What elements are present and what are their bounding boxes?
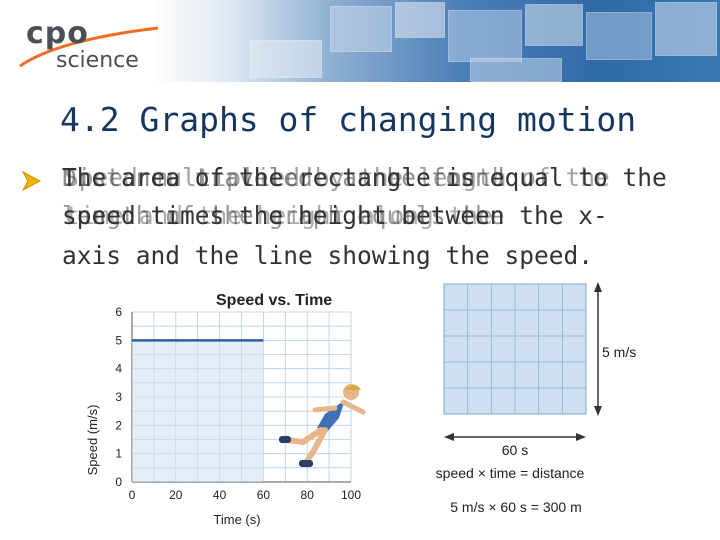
banner-collage-tile — [448, 10, 522, 62]
header-banner: cpo science — [0, 0, 720, 82]
width-arrow-right-icon — [576, 433, 586, 441]
chart-x-tick-label: 80 — [301, 488, 315, 502]
distance-calculation: 5 m/s × 60 s = 300 m — [450, 499, 582, 515]
slide-title: 4.2 Graphs of changing motion — [60, 100, 637, 139]
chart-x-axis-label: Time (s) — [213, 512, 260, 527]
chart-y-tick-label: 3 — [115, 390, 122, 404]
cpo-science-logo[interactable]: cpo science — [18, 10, 168, 73]
chart-y-axis-label: Speed (m/s) — [85, 405, 100, 476]
height-dimension-label: 5 m/s — [602, 344, 636, 360]
chart-area-fill — [132, 340, 264, 482]
arrow-bullet-icon — [21, 170, 42, 192]
banner-collage-tile — [250, 40, 322, 78]
runner-leg-back — [284, 427, 324, 446]
height-arrow-down-icon — [594, 406, 602, 416]
chart-x-tick-label: 40 — [213, 488, 227, 502]
body-text-overlay: Speed multiplied by the length of the — [64, 163, 610, 192]
area-grid — [444, 284, 586, 414]
banner-collage-tile — [586, 12, 652, 60]
body-text-visible: axis and the line showing the speed. — [62, 241, 594, 270]
chart-y-ticks: 0 1 2 3 4 5 6 — [115, 305, 122, 489]
runner-arm-back — [312, 405, 338, 413]
body-text-overlay: length of the graph equals the — [62, 201, 505, 230]
banner-collage-tile — [470, 58, 562, 82]
chart-y-tick-label: 4 — [115, 362, 122, 376]
body-text-visible: speed times the height between the x- — [62, 201, 608, 230]
chart-x-tick-label: 0 — [129, 488, 136, 502]
banner-collage-tile — [395, 2, 445, 38]
chart-x-tick-label: 20 — [169, 488, 183, 502]
speed-time-figure: Speed vs. Time Speed (m/s) Time (s) 0 20 4… — [85, 282, 636, 528]
body-text-visible: The area of the rectangle is equal to th… — [62, 163, 667, 192]
logo-wordmark-top: cpo — [26, 16, 89, 51]
body-text-line-1: The area of the rectangle is equal to th… — [62, 163, 667, 192]
banner-collage-tile — [330, 6, 392, 52]
width-dimension-label: 60 s — [502, 442, 528, 458]
chart-y-tick-label: 5 — [115, 333, 122, 347]
chart-x-tick-label: 60 — [257, 488, 271, 502]
height-arrow-up-icon — [594, 282, 602, 292]
chart-y-tick-label: 1 — [115, 447, 122, 461]
body-text-line-2: speed times the height between the x- le… — [62, 201, 608, 230]
runner-hair — [345, 385, 361, 390]
runner-arm-front — [340, 399, 366, 415]
banner-collage-tile — [655, 2, 717, 56]
body-text-overlay: Distance traveled can be found — [62, 163, 505, 192]
logo-swoosh-icon — [19, 26, 159, 68]
width-arrow-left-icon — [444, 433, 454, 441]
chart-y-tick-label: 6 — [115, 305, 122, 319]
chart-title: Speed vs. Time — [216, 292, 332, 309]
banner-collage-tile — [525, 4, 583, 46]
body-text-overlay: time and the height along the — [65, 201, 493, 230]
runner-shoe-back — [279, 436, 291, 443]
chart-y-tick-label: 2 — [115, 418, 122, 432]
chart-x-tick-label: 100 — [341, 488, 361, 502]
chart-y-tick-label: 0 — [115, 475, 122, 489]
sprinter-illustration — [279, 384, 366, 467]
distance-formula: speed × time = distance — [436, 465, 585, 481]
logo-wordmark-bottom: science — [56, 48, 139, 73]
runner-shoe-front — [299, 460, 313, 467]
chart-x-ticks: 0 20 40 60 80 100 — [129, 488, 362, 502]
chart-series — [132, 339, 264, 482]
runner-torso — [317, 400, 345, 432]
body-text-line-3: axis and the line showing the speed. — [62, 241, 594, 270]
